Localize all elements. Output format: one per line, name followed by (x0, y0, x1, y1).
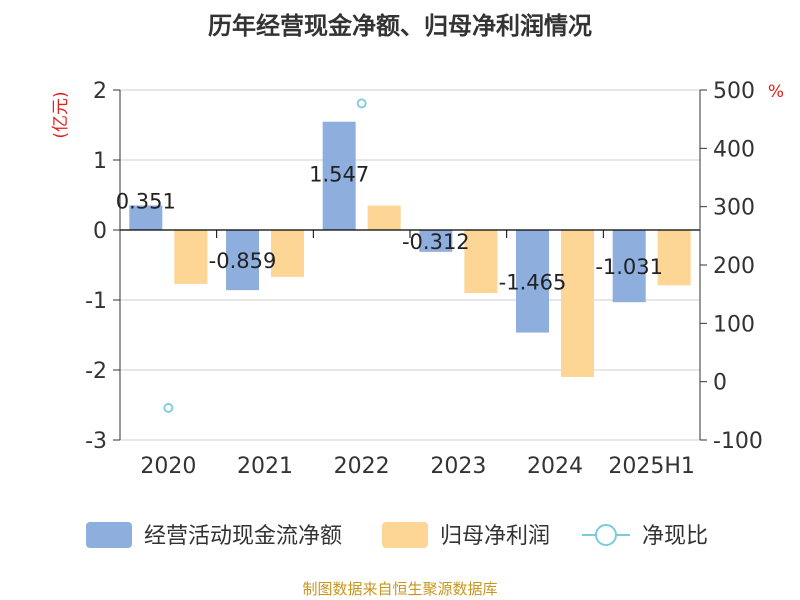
bar-cashflow (129, 205, 163, 230)
bar-net-profit (271, 230, 304, 277)
left-axis-tick-label: -1 (85, 289, 107, 314)
left-axis-tick-label: 1 (93, 149, 107, 174)
legend-swatch-cashflow (86, 522, 132, 548)
right-axis-tick-label: 400 (713, 137, 755, 162)
right-axis-tick-label: 300 (713, 196, 755, 221)
data-label-cashflow: 1.547 (309, 163, 369, 187)
bar-cashflow (516, 230, 549, 333)
bar-cashflow (419, 230, 453, 252)
axes: 2 1 0 -1 -2 -3 500 400 300 200 100 0 -100 2020 2021 202… (85, 79, 763, 479)
bar-cashflow (226, 230, 259, 291)
x-axis-category-label: 2024 (527, 454, 583, 479)
legend: 经营活动现金流净额 归母净利润 净现比 (86, 522, 708, 549)
ratio-point (163, 403, 174, 413)
right-axis-tick-label: 200 (713, 254, 755, 279)
bars (129, 121, 691, 377)
legend-label-ratio: 净现比 (642, 524, 708, 549)
legend-label-net-profit: 归母净利润 (440, 524, 550, 549)
bar-net-profit (174, 230, 208, 284)
data-label-cashflow: 0.351 (116, 189, 176, 213)
ratio-points (163, 98, 367, 413)
legend-label-cashflow: 经营活动现金流净额 (144, 524, 342, 549)
left-axis-tick-label: 2 (93, 79, 107, 104)
data-label-cashflow: -1.031 (595, 255, 663, 279)
left-axis-unit: (亿元) (51, 91, 71, 138)
bar-net-profit (367, 205, 401, 230)
left-axis-tick-label: -2 (85, 359, 107, 384)
bar-net-profit (561, 230, 594, 377)
data-label-cashflow: -1.465 (499, 270, 567, 294)
x-axis-category-label: 2025H1 (608, 454, 695, 479)
gridlines (120, 89, 700, 441)
chart-title: 历年经营现金净额、归母净利润情况 (208, 12, 592, 40)
x-axis-category-label: 2021 (237, 454, 293, 479)
bar-cashflow (322, 121, 356, 230)
right-axis-tick-label: 0 (713, 371, 727, 396)
x-axis-category-label: 2022 (334, 454, 390, 479)
data-label-cashflow: -0.312 (402, 230, 470, 254)
ratio-point (356, 98, 367, 109)
x-axis-category-label: 2020 (140, 454, 196, 479)
right-axis-tick-label: 500 (713, 79, 755, 104)
x-axis-category-label: 2023 (430, 454, 486, 479)
source-note: 制图数据来自恒生聚源数据库 (302, 580, 497, 598)
right-axis-unit: % (768, 82, 784, 102)
right-axis-tick-label: 100 (713, 312, 755, 337)
legend-swatch-net-profit (382, 522, 428, 548)
data-labels: 0.351 -0.859 1.547 -0.312 -1.465 -1.031 (116, 163, 663, 295)
left-axis-tick-label: 0 (93, 219, 107, 244)
right-axis-tick-label: -100 (713, 429, 763, 454)
bar-net-profit (657, 230, 691, 286)
data-label-cashflow: -0.859 (209, 249, 277, 273)
bar-net-profit (464, 230, 498, 293)
bar-cashflow (612, 230, 646, 303)
legend-marker-ratio (595, 524, 617, 546)
left-axis-tick-label: -3 (85, 429, 107, 454)
